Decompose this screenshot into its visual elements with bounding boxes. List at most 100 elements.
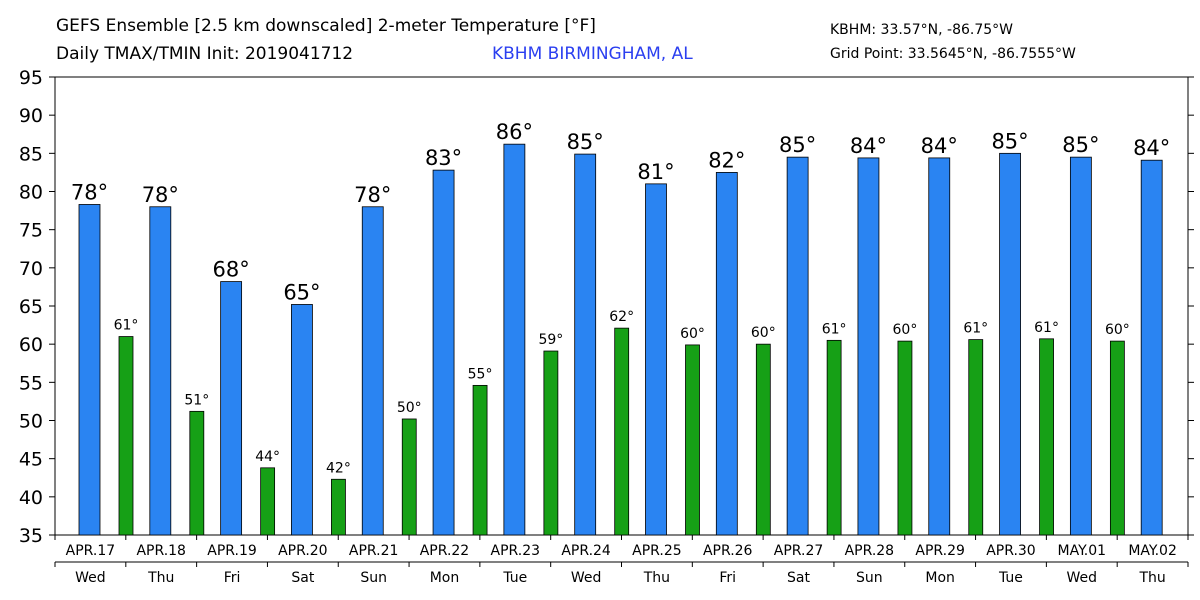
tmax-bar — [291, 304, 313, 536]
tmin-bar — [755, 343, 771, 536]
tmin-data-label: 61° — [963, 321, 988, 337]
tmax-bar — [220, 281, 243, 536]
tmax-data-label: 68° — [213, 258, 250, 282]
station-coordinates: KBHM: 33.57°N, -86.75°W — [830, 22, 1013, 38]
tmax-bar — [361, 206, 384, 536]
tmax-data-label: 84° — [921, 134, 958, 158]
tmin-bar — [543, 350, 559, 536]
tmin-data-label: 60° — [1105, 322, 1130, 338]
tmax-data-label: 86° — [496, 120, 533, 144]
tmin-data-label: 50° — [397, 400, 422, 416]
x-tick-label: APR.27 — [774, 543, 824, 559]
tmax-data-label: 85° — [779, 133, 816, 157]
tmin-bar — [331, 478, 346, 536]
tmax-bar — [78, 204, 101, 536]
tmax-data-label: 78° — [354, 183, 391, 207]
x-tick-label: APR.26 — [703, 543, 753, 559]
tmax-bar — [574, 153, 597, 536]
tmin-data-label: 61° — [114, 318, 139, 334]
y-tick-label: 85 — [19, 143, 43, 165]
tmax-bar — [645, 183, 667, 536]
station-name: KBHM BIRMINGHAM, AL — [492, 44, 693, 64]
tmax-data-label: 83° — [425, 146, 462, 170]
tmin-data-label: 61° — [822, 321, 847, 337]
chart-subtitle: Daily TMAX/TMIN Init: 2019041712 — [56, 44, 354, 64]
x-tick-label: APR.19 — [207, 543, 257, 559]
tmin-data-label: 60° — [893, 322, 918, 338]
y-tick-label: 70 — [19, 258, 43, 280]
tmin-bar — [1109, 340, 1125, 536]
tmax-bar — [1140, 159, 1163, 536]
tmin-data-label: 55° — [468, 366, 493, 382]
weekday-label: Wed — [571, 570, 602, 586]
weekday-label: Fri — [224, 570, 241, 586]
x-tick-label: APR.18 — [136, 543, 186, 559]
tmin-bar — [118, 336, 134, 536]
x-tick-label: APR.28 — [845, 543, 895, 559]
y-tick-label: 95 — [19, 67, 43, 89]
weekday-label: Thu — [147, 570, 174, 586]
y-tick-label: 55 — [19, 372, 43, 394]
x-tick-label: APR.30 — [986, 543, 1036, 559]
tmax-data-label: 84° — [850, 134, 887, 158]
y-tick-label: 90 — [19, 105, 43, 127]
tmax-bar — [999, 152, 1021, 536]
y-tick-label: 75 — [19, 220, 43, 242]
y-tick-label: 65 — [19, 296, 43, 318]
tmin-data-label: 60° — [751, 325, 776, 341]
weekday-label: Mon — [430, 570, 460, 586]
weekday-label: Sun — [856, 570, 883, 586]
y-tick-label: 40 — [19, 487, 43, 509]
weekday-label: Wed — [1067, 570, 1098, 586]
tmin-data-label: 61° — [1034, 320, 1059, 336]
tmin-data-label: 42° — [326, 460, 351, 476]
tmax-bar — [786, 156, 809, 536]
grid-point-coordinates: Grid Point: 33.5645°N, -86.7555°W — [830, 46, 1076, 62]
x-tick-label: MAY.01 — [1058, 543, 1107, 559]
x-tick-label: APR.22 — [420, 543, 470, 559]
tmin-data-label: 60° — [680, 326, 705, 342]
tmax-data-label: 85° — [991, 129, 1028, 153]
weekday-label: Thu — [643, 570, 670, 586]
weekday-label: Sat — [787, 570, 810, 586]
y-tick-label: 80 — [19, 182, 43, 204]
tmax-data-label: 65° — [283, 280, 320, 304]
tmax-bar — [715, 172, 738, 536]
tmin-bar — [401, 418, 417, 536]
tmin-bar — [472, 384, 488, 536]
weekday-label: Tue — [998, 570, 1023, 586]
tmax-data-label: 82° — [708, 148, 745, 172]
tmax-bar — [928, 157, 951, 536]
weekday-label: Fri — [719, 570, 736, 586]
tmin-bar — [897, 340, 913, 536]
tmin-data-label: 59° — [538, 332, 563, 348]
tmax-bar — [857, 157, 880, 536]
chart-title: GEFS Ensemble [2.5 km downscaled] 2-mete… — [56, 16, 596, 36]
weekday-label: Tue — [502, 570, 527, 586]
weekday-label: Sat — [291, 570, 314, 586]
tmax-data-label: 78° — [142, 183, 179, 207]
y-tick-label: 45 — [19, 449, 43, 471]
weekday-label: Wed — [75, 570, 106, 586]
tmin-bar — [826, 339, 842, 536]
tmin-data-label: 62° — [609, 309, 634, 325]
weekday-label: Mon — [925, 570, 955, 586]
tmax-bar — [503, 143, 526, 536]
tmax-bar — [432, 169, 455, 536]
tmax-bar — [149, 206, 172, 536]
x-tick-label: APR.24 — [561, 543, 611, 559]
tmin-bar — [189, 410, 205, 536]
tmax-data-label: 85° — [567, 130, 604, 154]
x-tick-label: APR.21 — [349, 543, 399, 559]
tmin-bar — [1039, 338, 1054, 536]
x-tick-label: APR.17 — [66, 543, 116, 559]
x-tick-label: APR.20 — [278, 543, 328, 559]
tmax-bar — [1069, 156, 1092, 536]
weekday-label: Thu — [1138, 570, 1165, 586]
x-tick-label: APR.29 — [915, 543, 965, 559]
tmax-data-label: 78° — [71, 180, 108, 204]
tmin-bar — [968, 339, 984, 536]
tmin-bar — [260, 467, 276, 536]
y-tick-label: 50 — [19, 411, 43, 433]
tmax-data-label: 84° — [1133, 136, 1170, 160]
